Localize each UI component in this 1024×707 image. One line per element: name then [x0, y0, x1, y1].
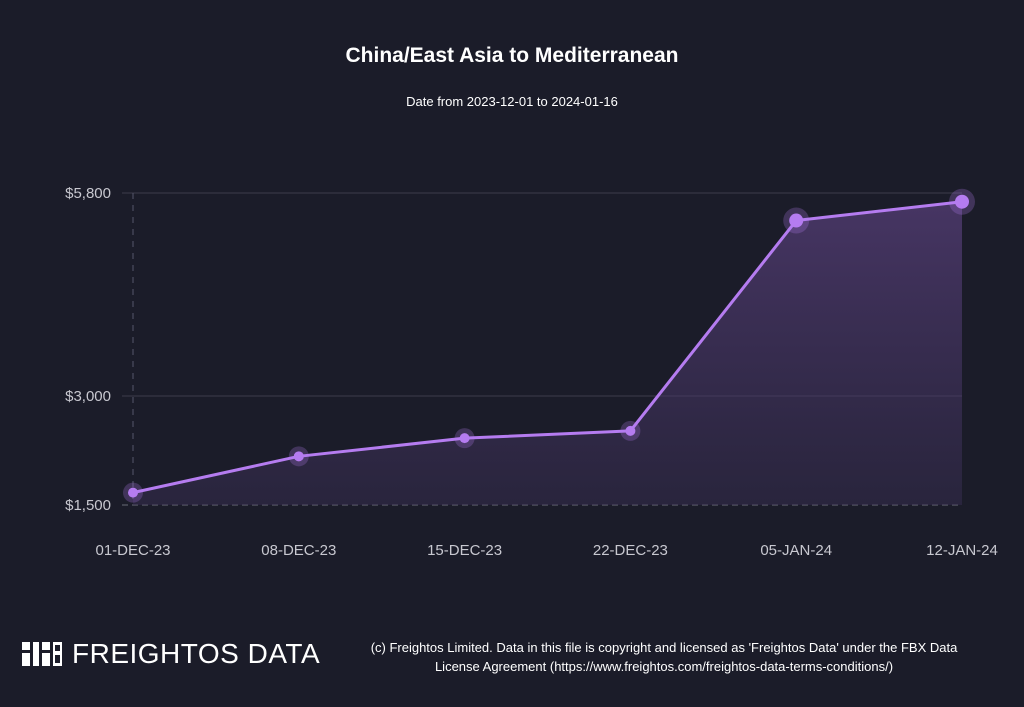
copyright-notice: (c) Freightos Limited. Data in this file… — [330, 638, 998, 676]
copyright-line-1: (c) Freightos Limited. Data in this file… — [370, 640, 958, 655]
data-point — [789, 213, 804, 228]
x-tick-label: 12-JAN-24 — [926, 542, 998, 559]
x-tick-label: 08-DEC-23 — [261, 542, 336, 559]
y-tick-label: $1,500 — [65, 497, 111, 514]
y-tick-label: $5,800 — [65, 185, 111, 202]
y-tick-label: $3,000 — [65, 388, 111, 405]
data-point — [459, 433, 470, 444]
chart-title: China/East Asia to Mediterranean — [345, 44, 679, 67]
freightos-logo-icon — [22, 642, 62, 666]
x-tick-label: 05-JAN-24 — [760, 542, 832, 559]
logo-text: FREIGHTOS DATA — [72, 638, 321, 669]
data-point — [625, 425, 636, 436]
line-layer — [132, 200, 963, 495]
data-point — [128, 487, 138, 498]
x-tick-label: 22-DEC-23 — [593, 542, 668, 559]
data-point — [955, 194, 969, 209]
y-axis-ticks: $1,500 $3,000 $5,800 — [65, 185, 111, 514]
point-layer — [123, 188, 975, 503]
x-tick-label: 15-DEC-23 — [427, 542, 502, 559]
copyright-line-2: License Agreement (https://www.freightos… — [434, 659, 894, 674]
series-area — [133, 201, 962, 505]
x-tick-label: 01-DEC-23 — [95, 542, 170, 559]
series-line — [132, 200, 963, 495]
x-axis-ticks: 01-DEC-23 08-DEC-23 15-DEC-23 22-DEC-23 05-J… — [95, 542, 997, 559]
chart-subtitle: Date from 2023-12-01 to 2024-01-16 — [406, 94, 618, 109]
area-layer — [133, 201, 962, 505]
data-point — [293, 451, 304, 462]
freightos-logo: FREIGHTOS DATA — [22, 638, 320, 670]
